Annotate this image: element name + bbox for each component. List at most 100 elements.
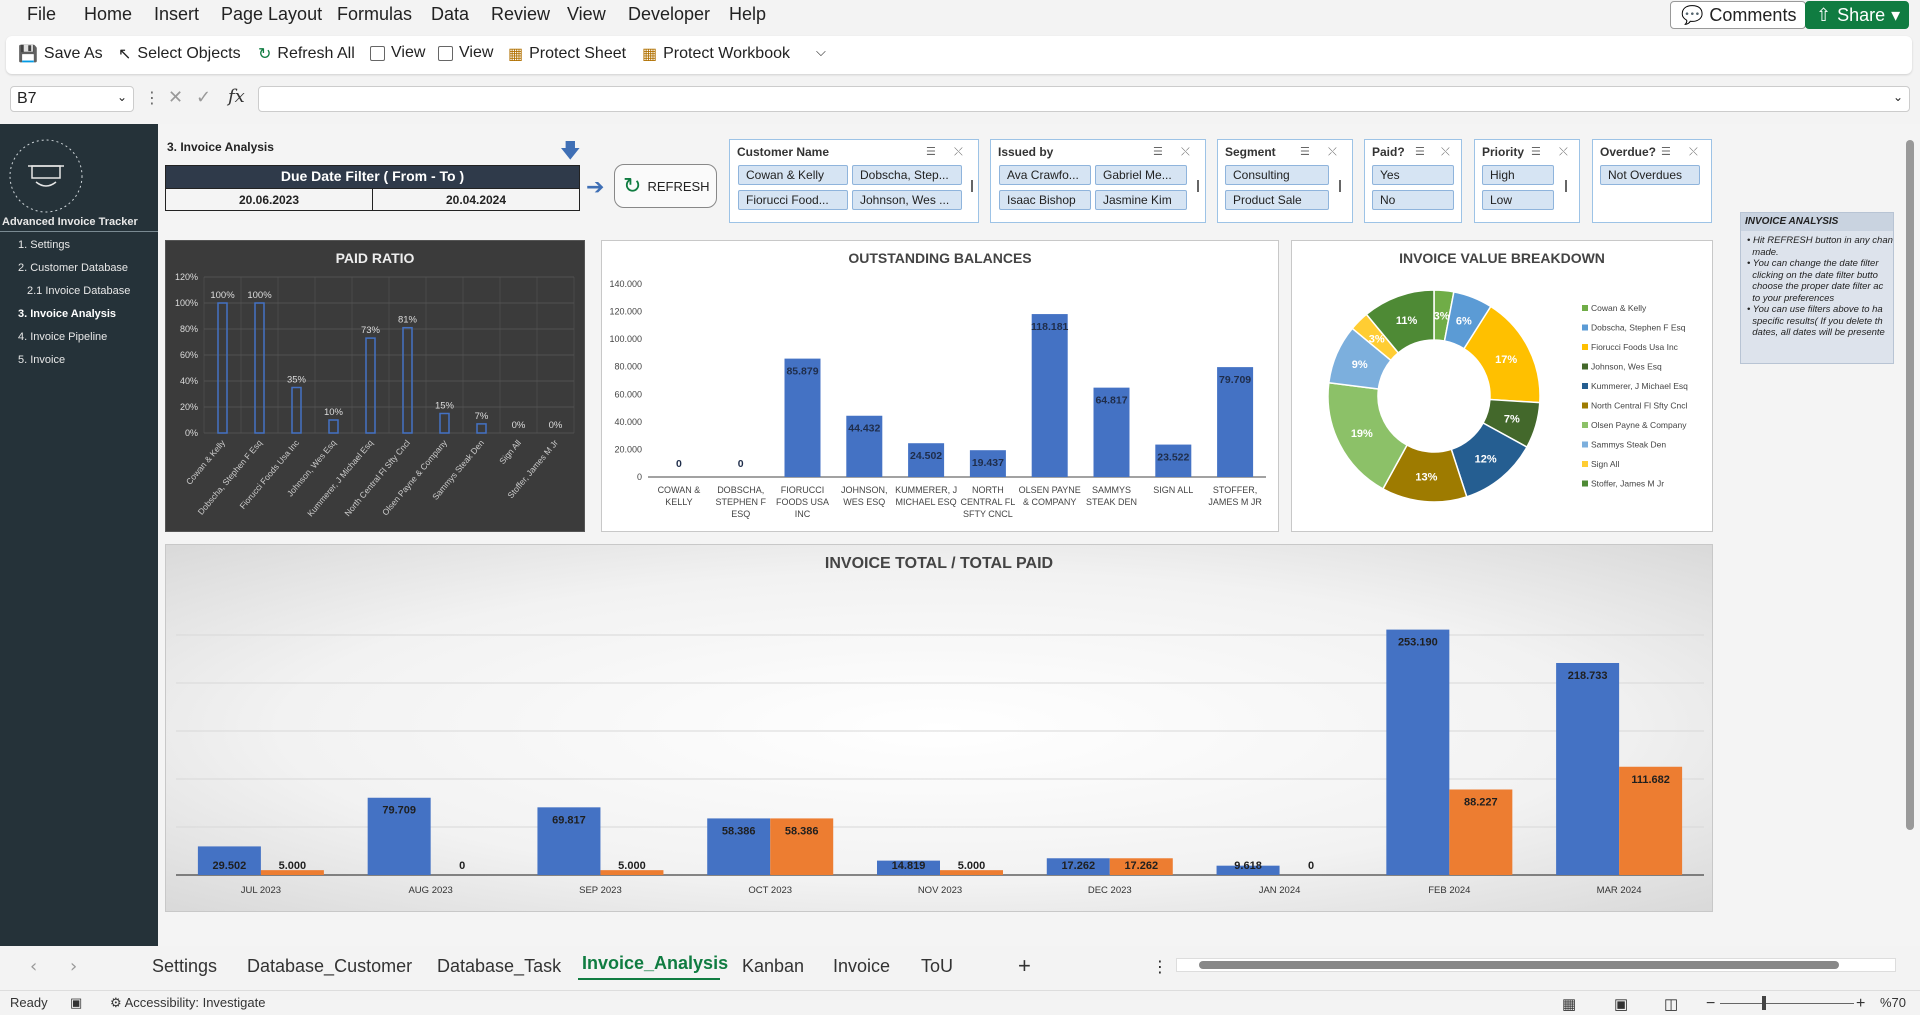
- horizontal-scrollbar[interactable]: [1176, 958, 1896, 972]
- sidebar-item-settings[interactable]: 1. Settings: [18, 239, 70, 251]
- multi-select-icon[interactable]: ☰: [1415, 145, 1425, 158]
- prev-sheet-icon[interactable]: ‹: [30, 956, 38, 977]
- clear-filter-icon[interactable]: ⤬: [1559, 145, 1568, 158]
- next-sheet-icon[interactable]: ›: [70, 956, 78, 977]
- x-tick-label: KUMMERER, J: [895, 485, 957, 495]
- slicer-item[interactable]: Ava Crawfo...: [999, 165, 1091, 185]
- menu-insert[interactable]: Insert: [154, 4, 200, 24]
- zoom-slider[interactable]: [1720, 1003, 1854, 1004]
- more-icon[interactable]: ⋮: [1152, 957, 1168, 976]
- date-filter[interactable]: Due Date Filter ( From - To ) 20.06.2023…: [165, 165, 580, 211]
- date-to[interactable]: 20.04.2024: [373, 188, 579, 210]
- slicer-item[interactable]: Dobscha, Step...: [852, 165, 962, 185]
- menu-data[interactable]: Data: [431, 4, 470, 24]
- sidebar-item-customer-database[interactable]: 2. Customer Database: [18, 262, 129, 274]
- slicer-item[interactable]: Johnson, Wes ...: [852, 190, 962, 210]
- zoom-out-icon[interactable]: −: [1706, 995, 1716, 1012]
- slicer-item[interactable]: Consulting: [1225, 165, 1329, 185]
- multi-select-icon[interactable]: ☰: [926, 145, 936, 158]
- refresh-button[interactable]: ↻ REFRESH: [614, 164, 717, 208]
- menu-review[interactable]: Review: [491, 4, 551, 24]
- clear-filter-icon[interactable]: ⤬: [1441, 145, 1450, 158]
- function-icon[interactable]: fx: [228, 86, 245, 107]
- clear-filter-icon[interactable]: ⤬: [1328, 145, 1337, 158]
- menu-developer[interactable]: Developer: [628, 4, 711, 24]
- slicer-item[interactable]: Isaac Bishop: [999, 190, 1091, 210]
- tab-tou[interactable]: ToU: [921, 956, 954, 976]
- page-break-view-icon[interactable]: ◫: [1664, 996, 1679, 1013]
- menu-file[interactable]: File: [27, 4, 57, 24]
- add-sheet-icon[interactable]: +: [1018, 953, 1031, 978]
- x-tick-label: SAMMYS: [1092, 485, 1131, 495]
- formula-input[interactable]: ⌄: [258, 86, 1910, 112]
- tab-database-task[interactable]: Database_Task: [437, 956, 562, 976]
- multi-select-icon[interactable]: ☰: [1531, 145, 1541, 158]
- page-title: 3. Invoice Analysis: [167, 140, 274, 154]
- multi-select-icon[interactable]: ☰: [1300, 145, 1310, 158]
- view-checkbox-2[interactable]: View: [438, 44, 493, 62]
- refresh-all-button[interactable]: ↻ Refresh All: [258, 44, 355, 64]
- multi-select-icon[interactable]: ☰: [1661, 145, 1671, 158]
- clear-filter-icon[interactable]: ⤬: [954, 145, 963, 158]
- scrollbar[interactable]: [1565, 180, 1567, 192]
- slicer-item[interactable]: Jasmine Kim: [1095, 190, 1187, 210]
- menu-formulas[interactable]: Formulas: [337, 4, 413, 24]
- tab-invoice[interactable]: Invoice: [833, 956, 891, 976]
- comments-button[interactable]: 💬 Comments: [1670, 1, 1806, 29]
- protect-sheet-button[interactable]: ▦ Protect Sheet: [508, 44, 626, 64]
- scrollbar[interactable]: [971, 180, 973, 192]
- multi-select-icon[interactable]: ☰: [1153, 145, 1163, 158]
- sidebar-item-invoice-analysis[interactable]: 3. Invoice Analysis: [18, 308, 117, 320]
- ribbon-more-button[interactable]: ⌵: [816, 44, 826, 60]
- slicer-item[interactable]: Cowan & Kelly: [738, 165, 848, 185]
- scrollbar[interactable]: [1197, 180, 1199, 192]
- view-checkbox-1[interactable]: View: [370, 44, 425, 62]
- clear-filter-icon[interactable]: ⤬: [1181, 145, 1190, 158]
- cancel-icon[interactable]: ✕: [168, 87, 184, 108]
- save-as-button[interactable]: 💾 Save As: [18, 44, 103, 64]
- clear-filter-icon[interactable]: ⤬: [1689, 145, 1698, 158]
- name-box[interactable]: B7 ⌄: [10, 86, 134, 112]
- save-icon: 💾: [18, 46, 38, 63]
- sidebar-item-invoice-database[interactable]: 2.1 Invoice Database: [27, 285, 131, 297]
- tab-settings[interactable]: Settings: [152, 956, 218, 976]
- enter-icon[interactable]: ✓: [196, 87, 212, 108]
- accessibility-button[interactable]: ⚙ Accessibility: Investigate: [110, 995, 265, 1011]
- tab-database-customer[interactable]: Database_Customer: [247, 956, 413, 976]
- slicer-item[interactable]: Gabriel Me...: [1095, 165, 1187, 185]
- macro-icon[interactable]: ▣: [70, 995, 83, 1010]
- scroll-thumb[interactable]: [1199, 961, 1839, 969]
- share-button[interactable]: ⇧ Share ▾: [1805, 1, 1909, 29]
- slicer-item[interactable]: Yes: [1372, 165, 1454, 185]
- slicer-item[interactable]: Fiorucci Food...: [738, 190, 848, 210]
- slicer-item[interactable]: Low: [1482, 190, 1554, 210]
- zoom-in-icon[interactable]: +: [1856, 995, 1866, 1012]
- x-tick-label: WES ESQ: [843, 497, 885, 507]
- sidebar-item-invoice[interactable]: 5. Invoice: [18, 354, 66, 366]
- vertical-scrollbar[interactable]: [1902, 124, 1920, 946]
- y-tick-label: 0%: [185, 428, 198, 438]
- slicer-item[interactable]: High: [1482, 165, 1554, 185]
- scrollbar[interactable]: [1339, 180, 1341, 192]
- zoom-slider-thumb[interactable]: [1762, 996, 1766, 1010]
- y-tick-label: 140.000: [609, 279, 642, 289]
- tab-invoice-analysis[interactable]: Invoice_Analysis: [582, 953, 728, 974]
- page-layout-view-icon[interactable]: ▣: [1614, 996, 1629, 1013]
- select-objects-button[interactable]: ↖ Select Objects: [118, 44, 241, 64]
- slicer-item[interactable]: Product Sale: [1225, 190, 1329, 210]
- scroll-thumb[interactable]: [1906, 140, 1914, 830]
- data-label: 79.709: [1219, 374, 1251, 386]
- menu-home[interactable]: Home: [84, 4, 133, 24]
- data-label: 100%: [247, 290, 272, 301]
- menu-view[interactable]: View: [567, 4, 606, 24]
- protect-workbook-button[interactable]: ▦ Protect Workbook: [642, 44, 790, 64]
- sidebar-item-invoice-pipeline[interactable]: 4. Invoice Pipeline: [18, 331, 108, 343]
- normal-view-icon[interactable]: ▦: [1562, 996, 1577, 1013]
- tab-kanban[interactable]: Kanban: [742, 956, 805, 976]
- slicer-item[interactable]: No: [1372, 190, 1454, 210]
- menu-page-layout[interactable]: Page Layout: [221, 4, 323, 24]
- menu-help[interactable]: Help: [729, 4, 767, 24]
- date-from[interactable]: 20.06.2023: [166, 188, 373, 210]
- x-tick-label: Sign All: [497, 438, 523, 466]
- slicer-item[interactable]: Not Overdues: [1600, 165, 1700, 185]
